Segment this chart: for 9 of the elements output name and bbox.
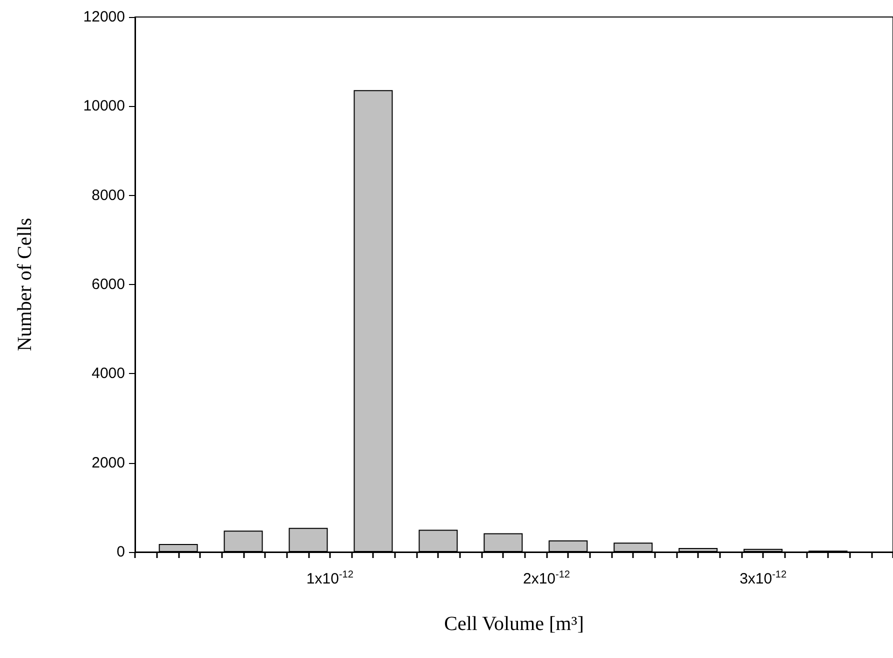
y-tick-label: 0 bbox=[116, 544, 125, 560]
y-tick-label: 8000 bbox=[92, 186, 125, 204]
y-tick-label: 6000 bbox=[92, 276, 125, 293]
y-tick-label: 12000 bbox=[83, 8, 125, 26]
y-tick-label: 4000 bbox=[92, 365, 125, 382]
y-tick-label: 2000 bbox=[92, 454, 125, 472]
y-tick-label: 10000 bbox=[83, 98, 125, 115]
x-axis-title: Cell Volume [m³] bbox=[444, 613, 584, 635]
y-axis-title: Number of Cells bbox=[14, 218, 36, 352]
